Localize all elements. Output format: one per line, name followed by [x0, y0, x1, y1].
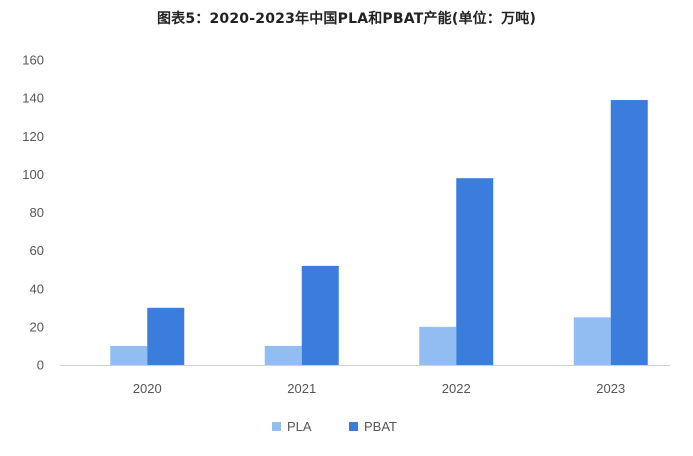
bar-pbat-2020 — [147, 307, 185, 365]
bar-pbat-2022 — [456, 178, 494, 365]
legend-label-pla: PLA — [287, 419, 312, 434]
y-tick-label: 60 — [30, 243, 44, 258]
legend-label-pbat: PBAT — [364, 419, 397, 434]
y-tick-label: 0 — [37, 358, 44, 373]
y-tick-label: 160 — [22, 53, 44, 68]
y-tick-label: 80 — [30, 205, 44, 220]
chart-title: 图表5：2020-2023年中国PLA和PBAT产能(单位：万吨) — [156, 11, 537, 27]
y-tick-label: 140 — [22, 91, 44, 106]
x-tick-label: 2023 — [596, 381, 625, 396]
y-tick-label: 100 — [22, 167, 44, 182]
x-axis-ticks: 2020 2021 2022 2023 — [133, 381, 625, 396]
y-tick-label: 40 — [30, 281, 44, 296]
bar-pla-2020 — [110, 345, 148, 365]
bar-pbat-2023 — [610, 100, 648, 365]
legend-swatch-pla — [272, 422, 281, 431]
bar-pla-2021 — [264, 345, 302, 365]
y-tick-label: 120 — [22, 129, 44, 144]
legend-swatch-pbat — [349, 422, 358, 431]
bar-pbat-2021 — [301, 265, 339, 365]
bar-pla-2023 — [573, 317, 611, 365]
x-tick-label: 2021 — [287, 381, 316, 396]
x-tick-label: 2020 — [133, 381, 162, 396]
legend: PLA PBAT — [272, 419, 397, 434]
bar-pla-2022 — [419, 326, 457, 365]
y-axis-ticks: 0 20 40 60 80 100 120 140 160 — [22, 53, 44, 373]
bars-group — [110, 100, 648, 365]
y-tick-label: 20 — [30, 319, 44, 334]
x-tick-label: 2022 — [442, 381, 471, 396]
